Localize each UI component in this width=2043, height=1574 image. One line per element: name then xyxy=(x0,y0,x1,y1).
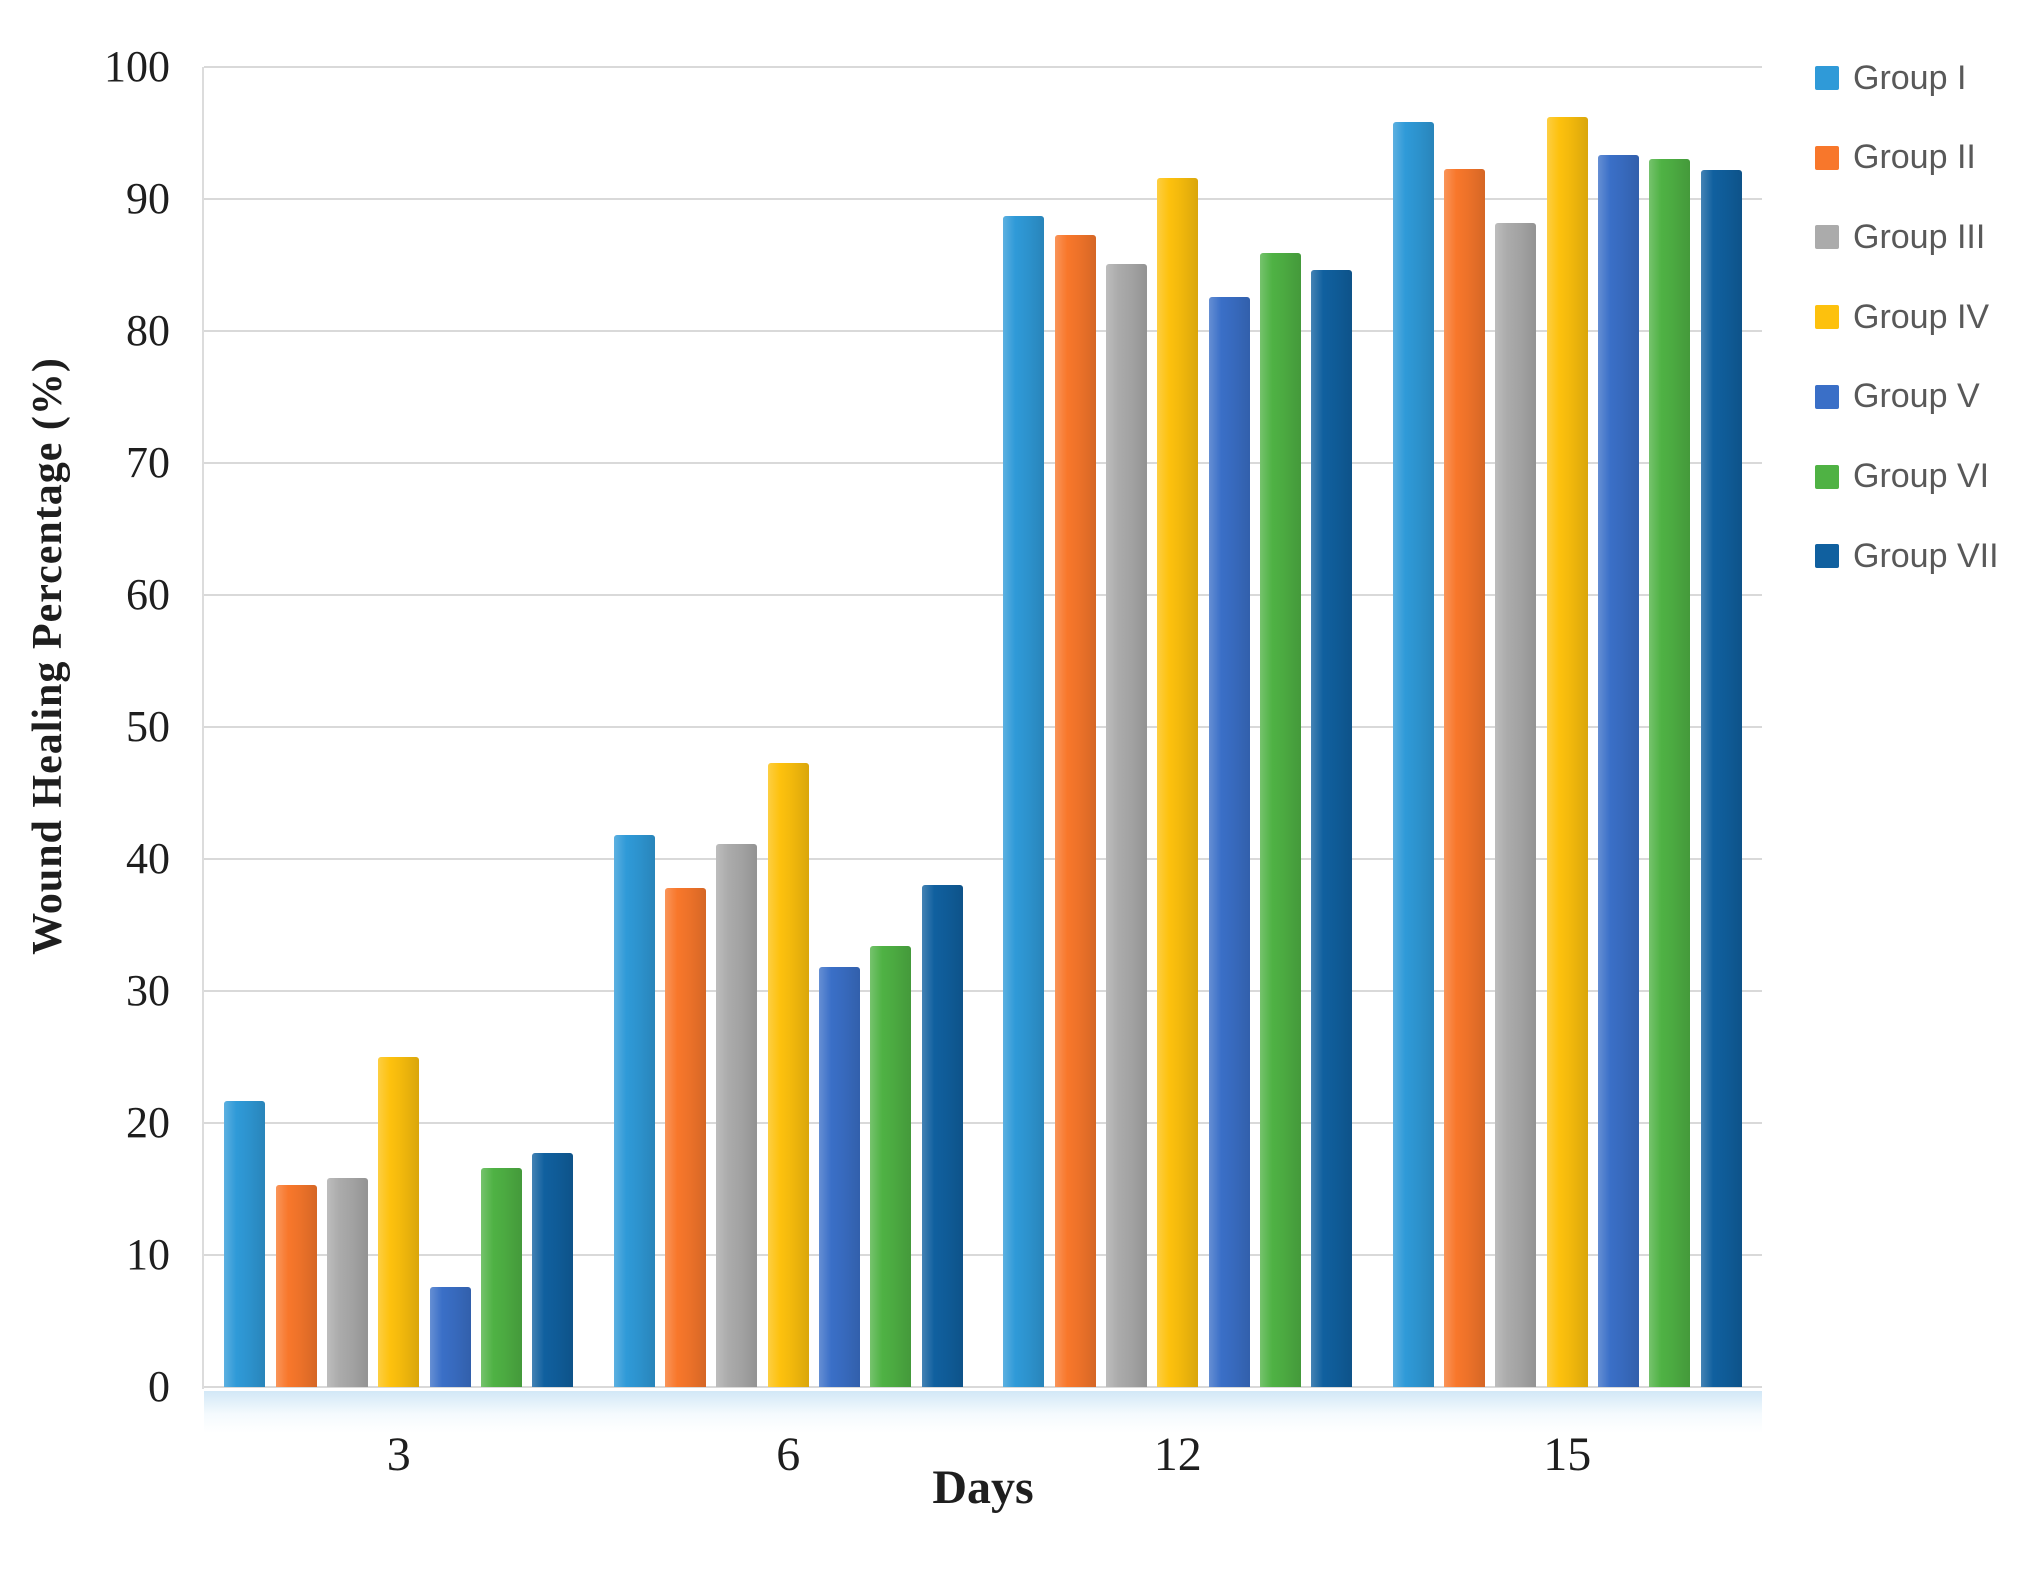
gridline-y-0 xyxy=(204,1386,1762,1388)
bar-group-vii-day-3 xyxy=(532,1153,574,1387)
bar-group-vii-day-12 xyxy=(1311,270,1353,1387)
x-category-label-6: 6 xyxy=(776,1428,801,1481)
gridline-y-50 xyxy=(204,726,1762,728)
bar-group-ii-day-12 xyxy=(1054,234,1096,1388)
bar-group-vii-day-6 xyxy=(921,885,963,1387)
x-category-label-15: 15 xyxy=(1543,1428,1592,1481)
gridline-y-40 xyxy=(204,858,1762,860)
x-category-label-12: 12 xyxy=(1153,1428,1202,1481)
bar-group-vi-day-3 xyxy=(480,1167,522,1388)
legend-item-group-iv: Group IV xyxy=(1815,297,1990,336)
gridline-y-90 xyxy=(204,198,1762,200)
bar-group-iii-day-12 xyxy=(1105,263,1147,1388)
legend-label: Group I xyxy=(1853,58,1967,97)
legend-item-group-vii: Group VII xyxy=(1815,536,1999,575)
bar-group-vi-day-12 xyxy=(1259,253,1301,1387)
legend-label: Group VI xyxy=(1853,457,1990,495)
legend-swatch-icon xyxy=(1815,464,1839,489)
bar-group-ii-day-3 xyxy=(275,1185,317,1387)
legend-swatch-icon xyxy=(1815,305,1839,330)
y-tick-label-100: 100 xyxy=(104,42,170,91)
plot-area xyxy=(202,66,1762,1433)
legend: Group I Group II Group III Group IV Group V G… xyxy=(1815,0,2043,700)
y-axis-title: Wound Healing Percentage (%) xyxy=(25,357,71,955)
y-tick-label-60: 60 xyxy=(126,570,170,619)
bar-group-vi-day-15 xyxy=(1649,159,1691,1387)
y-tick-label-10: 10 xyxy=(126,1230,170,1279)
gridline-y-100 xyxy=(204,66,1762,68)
bar-group-vii-day-15 xyxy=(1700,169,1742,1388)
y-tick-label-40: 40 xyxy=(126,834,170,883)
bar-group-ii-day-6 xyxy=(665,888,707,1387)
bar-group-iv-day-3 xyxy=(378,1057,420,1387)
gridline-y-10 xyxy=(204,1254,1762,1256)
gridline-y-80 xyxy=(204,330,1762,332)
legend-label: Group VII xyxy=(1853,536,1999,575)
x-category-label-3: 3 xyxy=(386,1428,411,1481)
bar-group-iii-day-15 xyxy=(1495,222,1537,1388)
legend-label: Group III xyxy=(1853,217,1986,256)
bar-group-iii-day-3 xyxy=(326,1178,368,1387)
bar-group-iii-day-6 xyxy=(716,844,758,1387)
legend-item-group-i: Group I xyxy=(1815,58,1967,97)
y-tick-label-20: 20 xyxy=(126,1098,170,1147)
bar-group-vi-day-6 xyxy=(870,946,912,1387)
baseline-reflection xyxy=(204,1391,1762,1433)
legend-swatch-icon xyxy=(1815,225,1839,250)
gridline-y-20 xyxy=(204,1122,1762,1124)
legend-item-group-vi: Group VI xyxy=(1815,457,1990,495)
legend-label: Group IV xyxy=(1853,297,1990,336)
bar-group-iv-day-12 xyxy=(1157,177,1199,1388)
bar-group-v-day-12 xyxy=(1208,296,1250,1388)
bar-group-ii-day-15 xyxy=(1444,168,1486,1388)
bar-group-iv-day-15 xyxy=(1546,117,1588,1387)
bar-group-i-day-15 xyxy=(1392,122,1434,1387)
y-axis-line xyxy=(202,67,204,1389)
bar-group-i-day-3 xyxy=(224,1100,266,1388)
bar-group-i-day-6 xyxy=(613,835,655,1387)
gridline-y-30 xyxy=(204,990,1762,992)
y-tick-label-0: 0 xyxy=(148,1362,170,1411)
y-tick-label-80: 80 xyxy=(126,306,170,355)
bar-group-v-day-6 xyxy=(819,967,861,1387)
legend-item-group-v: Group V xyxy=(1815,377,1980,416)
y-tick-label-50: 50 xyxy=(126,702,170,751)
bar-group-i-day-12 xyxy=(1003,216,1045,1387)
y-tick-label-30: 30 xyxy=(126,966,170,1015)
legend-swatch-icon xyxy=(1815,66,1839,90)
legend-swatch-icon xyxy=(1815,145,1839,170)
bar-group-v-day-15 xyxy=(1598,155,1640,1387)
x-axis-title: Days xyxy=(932,1461,1034,1514)
bar-group-iv-day-6 xyxy=(767,762,809,1388)
legend-swatch-icon xyxy=(1815,544,1839,569)
y-tick-label-70: 70 xyxy=(126,438,170,487)
legend-label: Group V xyxy=(1853,377,1980,416)
bar-group-v-day-3 xyxy=(429,1286,471,1388)
legend-label: Group II xyxy=(1853,138,1976,177)
legend-swatch-icon xyxy=(1815,384,1839,409)
gridline-y-70 xyxy=(204,462,1762,464)
gridline-y-60 xyxy=(204,594,1762,596)
y-tick-label-90: 90 xyxy=(126,174,170,223)
legend-item-group-ii: Group II xyxy=(1815,138,1976,177)
legend-item-group-iii: Group III xyxy=(1815,217,1986,256)
